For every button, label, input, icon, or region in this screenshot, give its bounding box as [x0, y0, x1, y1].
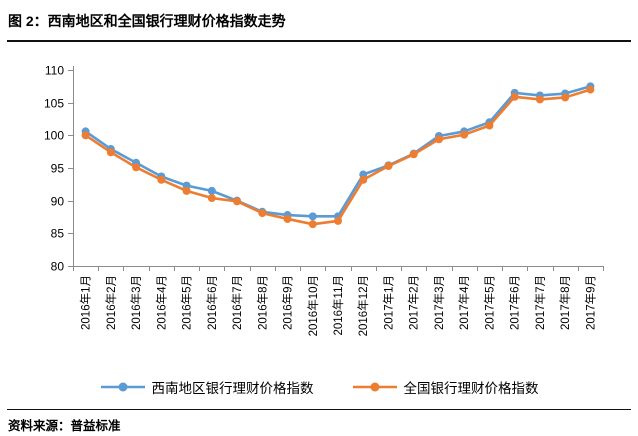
data-point-1-4: [182, 186, 191, 195]
data-point-1-0: [81, 131, 90, 140]
data-point-1-12: [384, 162, 393, 171]
x-tick-label: 2017年5月: [482, 275, 496, 330]
data-point-1-14: [434, 135, 443, 144]
data-point-1-20: [586, 85, 595, 94]
y-tick-label: 105: [44, 97, 64, 111]
y-tick-label: 80: [51, 260, 65, 274]
x-tick-label: 2017年4月: [457, 275, 471, 330]
y-tick-label: 100: [44, 129, 64, 143]
data-point-0-9: [308, 212, 317, 221]
data-point-1-3: [157, 175, 166, 184]
x-tick-label: 2016年4月: [154, 275, 168, 330]
legend-label-national: 全国银行理财价格指数: [403, 381, 539, 396]
y-tick-label: 110: [45, 64, 64, 78]
data-point-1-18: [535, 95, 544, 104]
legend-line-marker-national-icon: [352, 382, 397, 392]
data-point-1-5: [207, 194, 216, 203]
data-point-1-19: [561, 93, 570, 102]
x-tick-label: 2016年6月: [205, 275, 219, 330]
legend-item-national: 全国银行理财价格指数: [352, 377, 539, 397]
title-divider: [7, 40, 631, 42]
chart-legend: 西南地区银行理财价格指数 全国银行理财价格指数: [0, 377, 638, 397]
data-point-1-13: [409, 150, 418, 159]
data-point-1-11: [359, 175, 368, 184]
series-line-0: [84, 85, 592, 218]
data-point-1-15: [460, 130, 469, 139]
x-tick-label: 2016年10月: [306, 275, 320, 336]
data-source-label: 资料来源：普益标准: [8, 419, 121, 433]
x-tick-label: 2016年1月: [79, 275, 93, 330]
figure-title: 图 2：西南地区和全国银行理财价格指数走势: [8, 13, 286, 29]
legend-label-southwest: 西南地区银行理财价格指数: [151, 381, 314, 396]
legend-line-marker-southwest-icon: [100, 382, 145, 392]
x-tick-label: 2016年7月: [230, 275, 244, 330]
x-tick-label: 2016年9月: [281, 275, 295, 330]
data-point-1-9: [308, 220, 317, 229]
data-point-1-8: [283, 214, 292, 223]
y-tick-label: 85: [51, 227, 65, 241]
source-divider: [7, 409, 631, 410]
x-tick-label: 2016年11月: [331, 275, 345, 336]
x-tick-label: 2017年9月: [583, 275, 597, 330]
data-point-1-10: [334, 216, 342, 225]
data-point-1-17: [510, 92, 519, 101]
x-tick-label: 2016年12月: [356, 275, 370, 336]
x-tick-label: 2017年1月: [381, 275, 395, 330]
x-tick-label: 2017年8月: [558, 275, 572, 330]
y-tick-label: 95: [51, 162, 65, 176]
x-tick-label: 2016年5月: [180, 275, 194, 330]
x-tick-label: 2017年6月: [508, 275, 522, 330]
legend-dot-southwest-icon: [118, 382, 127, 392]
data-point-1-6: [233, 197, 242, 206]
data-point-1-2: [132, 163, 141, 172]
line-chart: 80 85 90 95 100 105 110 2016年1月 2016年2月 2016年3月 20…: [44, 64, 604, 336]
x-tick-label: 2017年3月: [432, 275, 446, 330]
x-tick-label: 2017年7月: [533, 275, 547, 330]
data-point-1-7: [258, 209, 267, 218]
legend-dot-national-icon: [370, 382, 379, 392]
x-tick-label: 2016年2月: [104, 275, 118, 330]
x-tick-label: 2016年8月: [255, 275, 269, 330]
legend-item-southwest: 西南地区银行理财价格指数: [100, 377, 314, 397]
y-tick-label: 90: [51, 195, 65, 209]
data-point-0-5: [207, 186, 216, 195]
x-tick-label: 2016年3月: [129, 275, 143, 330]
series-line-1: [84, 88, 592, 226]
x-tick-label: 2017年2月: [407, 275, 421, 330]
data-point-1-16: [485, 121, 494, 130]
data-point-1-1: [106, 148, 115, 157]
